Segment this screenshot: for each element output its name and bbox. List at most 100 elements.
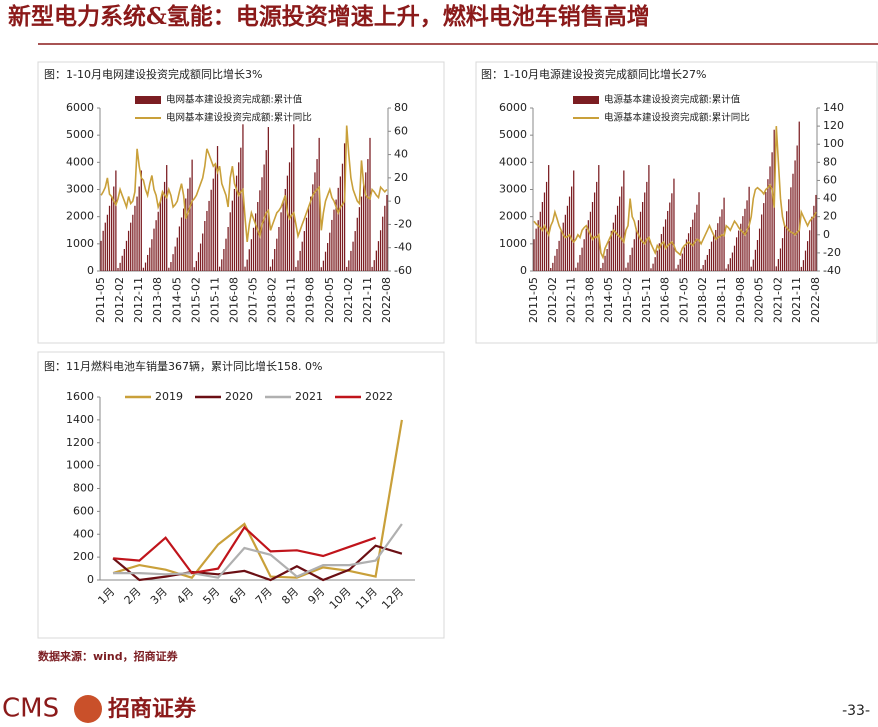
- bar: [727, 264, 729, 271]
- bar: [216, 146, 219, 271]
- legend-label: 2020: [225, 390, 253, 403]
- bar: [815, 194, 817, 271]
- bar: [591, 201, 594, 271]
- bar: [329, 232, 331, 271]
- bar: [132, 214, 134, 271]
- bar: [174, 246, 176, 271]
- y-tick-label: 5000: [499, 128, 527, 141]
- bar: [199, 243, 202, 271]
- bar: [635, 228, 637, 271]
- bar: [571, 186, 573, 271]
- legend-label: 2019: [155, 390, 183, 403]
- bar: [744, 208, 746, 271]
- bar: [140, 170, 142, 271]
- bar: [382, 216, 384, 271]
- slide-title: 新型电力系统&氢能：电源投资增速上升，燃料电池车销售高增: [8, 3, 650, 30]
- y-tick-label: 0: [87, 264, 94, 277]
- bar: [259, 190, 261, 271]
- bar: [790, 187, 792, 271]
- bar: [367, 159, 369, 271]
- x-tick-label: 2021-11: [790, 277, 803, 323]
- bar: [297, 260, 299, 271]
- bar: [575, 267, 577, 271]
- bar: [233, 188, 236, 271]
- bar: [195, 260, 197, 271]
- bar: [748, 186, 750, 271]
- chart-title: 图：1-10月电网建设投资完成额同比增长3%: [44, 67, 262, 81]
- bar: [235, 175, 238, 271]
- bar: [231, 200, 233, 271]
- x-tick-label: 2021-02: [342, 277, 355, 323]
- bar: [377, 241, 380, 271]
- bar: [794, 160, 796, 271]
- y-tick-label: 2000: [499, 210, 527, 223]
- y2-tick-label: 60: [823, 173, 837, 186]
- bar: [276, 238, 278, 271]
- bar: [193, 267, 195, 271]
- bar: [685, 239, 688, 271]
- bar: [346, 266, 348, 271]
- bar: [535, 228, 537, 271]
- bar: [566, 205, 569, 271]
- logo-company: 招商证券: [108, 696, 197, 722]
- series-line: [112, 544, 403, 582]
- y-tick-label: 3000: [66, 183, 94, 196]
- bar: [318, 137, 320, 271]
- bar: [600, 268, 602, 271]
- bar: [738, 230, 740, 271]
- bar: [208, 200, 210, 271]
- bar: [558, 240, 560, 271]
- bar: [675, 268, 677, 271]
- x-tick-label: 2018-11: [285, 277, 298, 323]
- bar: [267, 127, 269, 272]
- x-tick-label: 2012-02: [113, 277, 126, 323]
- x-tick-label: 2022-08: [809, 277, 822, 323]
- bar: [191, 159, 193, 271]
- bar: [633, 239, 635, 271]
- bar: [265, 150, 267, 271]
- bar: [337, 187, 339, 271]
- bar: [533, 239, 535, 271]
- bar: [238, 162, 240, 271]
- logo-icon: [74, 695, 102, 723]
- bar: [310, 196, 312, 271]
- bar: [704, 259, 706, 271]
- y-tick-label: 1600: [66, 390, 94, 403]
- x-tick-label: 2019-08: [734, 277, 747, 323]
- bar: [700, 268, 702, 271]
- bar: [769, 166, 771, 271]
- bar: [683, 247, 686, 271]
- bar: [698, 192, 700, 271]
- bar: [754, 249, 757, 271]
- x-tick-label: 2017-05: [677, 277, 690, 323]
- bar: [560, 230, 562, 271]
- bar: [293, 124, 295, 271]
- bar: [331, 219, 333, 271]
- bar: [604, 255, 606, 271]
- bar: [786, 211, 788, 271]
- y2-tick-label: 80: [823, 155, 837, 168]
- bar: [187, 188, 189, 271]
- bar: [802, 260, 805, 271]
- chart-title: 图：11月燃料电池车销量367辆，累计同比增长158. 0%: [44, 359, 322, 373]
- bar: [240, 147, 242, 271]
- bar: [673, 178, 675, 271]
- bar: [307, 207, 310, 271]
- bar: [806, 241, 809, 271]
- bar: [100, 240, 102, 271]
- bar: [136, 196, 138, 271]
- bar: [278, 226, 280, 271]
- x-tick-label: 2011-05: [94, 277, 107, 323]
- x-tick-label: 2011-05: [527, 277, 540, 323]
- x-tick-label: 2018-11: [715, 277, 728, 323]
- bar: [606, 248, 608, 271]
- bar: [637, 220, 640, 271]
- bar: [648, 165, 650, 271]
- bar: [593, 192, 596, 271]
- bar: [163, 181, 166, 271]
- bar: [295, 266, 297, 271]
- bar: [804, 250, 807, 271]
- bar: [221, 259, 223, 271]
- bar: [581, 247, 583, 271]
- bar: [153, 228, 155, 271]
